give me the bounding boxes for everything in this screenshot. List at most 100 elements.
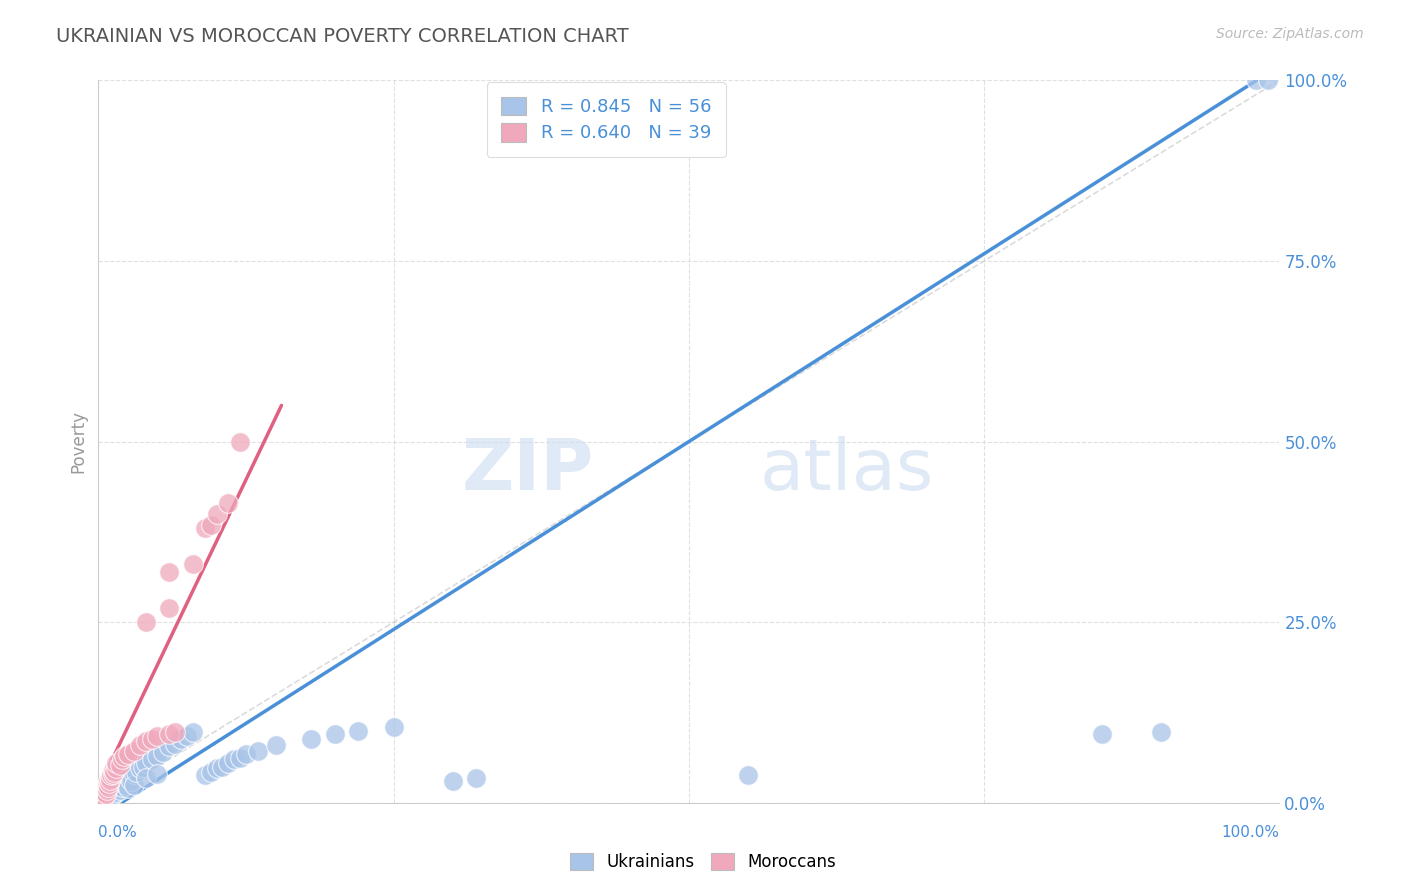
Point <box>194 521 217 535</box>
Point <box>122 767 145 781</box>
Point <box>98 772 121 787</box>
Text: 100.0%: 100.0% <box>1222 825 1279 840</box>
Point <box>98 775 121 789</box>
Point <box>146 748 169 763</box>
Point <box>108 782 131 797</box>
Point <box>229 434 252 449</box>
Point <box>91 789 114 803</box>
Point <box>157 739 180 754</box>
Text: ZIP: ZIP <box>463 436 595 505</box>
Point <box>211 760 233 774</box>
Point <box>135 771 157 785</box>
Point <box>103 787 125 801</box>
Point <box>98 785 121 799</box>
Point <box>111 780 134 794</box>
Point <box>122 778 145 792</box>
Point <box>97 780 120 794</box>
Point <box>125 765 148 780</box>
Point <box>157 565 180 579</box>
Point <box>108 758 131 772</box>
Point <box>101 767 124 781</box>
Point <box>382 720 405 734</box>
Point <box>93 790 115 805</box>
Point <box>176 729 198 743</box>
Point <box>97 774 120 789</box>
Point <box>465 771 488 785</box>
Point <box>152 745 174 759</box>
Point <box>181 558 204 572</box>
Point <box>97 790 120 805</box>
Point <box>224 752 246 766</box>
Point <box>181 725 204 739</box>
Point <box>98 771 121 785</box>
Point <box>120 768 142 782</box>
Point <box>93 792 115 806</box>
Point <box>105 781 128 796</box>
Point <box>200 765 222 780</box>
Y-axis label: Poverty: Poverty <box>69 410 87 473</box>
Point <box>146 767 169 781</box>
Point <box>93 785 115 799</box>
Text: UKRAINIAN VS MOROCCAN POVERTY CORRELATION CHART: UKRAINIAN VS MOROCCAN POVERTY CORRELATIO… <box>56 27 628 45</box>
Point <box>1150 725 1173 739</box>
Text: Source: ZipAtlas.com: Source: ZipAtlas.com <box>1216 27 1364 41</box>
Point <box>96 778 118 792</box>
Point <box>217 496 239 510</box>
Point <box>235 747 257 761</box>
Point <box>91 792 114 806</box>
Point <box>112 774 135 789</box>
Point <box>94 787 117 801</box>
Point <box>107 778 129 792</box>
Text: atlas: atlas <box>759 436 934 505</box>
Point <box>146 729 169 743</box>
Point <box>165 725 187 739</box>
Point <box>117 771 139 785</box>
Point <box>112 748 135 763</box>
Point <box>205 761 228 775</box>
Point <box>117 781 139 796</box>
Point <box>111 752 134 766</box>
Point <box>94 781 117 796</box>
Point <box>217 756 239 770</box>
Point <box>246 744 269 758</box>
Point <box>98 790 121 805</box>
Point <box>135 734 157 748</box>
Point <box>135 615 157 630</box>
Point <box>1257 73 1279 87</box>
Point <box>205 507 228 521</box>
Point <box>128 761 150 775</box>
Point <box>347 723 370 738</box>
Point <box>141 732 163 747</box>
Legend: Ukrainians, Moroccans: Ukrainians, Moroccans <box>561 845 845 880</box>
Point <box>170 732 193 747</box>
Point <box>105 756 128 770</box>
Point <box>96 789 118 803</box>
Point <box>132 760 155 774</box>
Point <box>122 744 145 758</box>
Point <box>117 747 139 761</box>
Point <box>96 782 118 797</box>
Point <box>141 752 163 766</box>
Point <box>105 761 128 775</box>
Point <box>737 768 759 782</box>
Point <box>100 768 122 782</box>
Point <box>105 785 128 799</box>
Point <box>135 756 157 770</box>
Point <box>1244 73 1267 87</box>
Point <box>157 600 180 615</box>
Point <box>111 775 134 789</box>
Point <box>121 774 143 789</box>
Point <box>299 732 322 747</box>
Point <box>101 764 124 778</box>
Point <box>1091 727 1114 741</box>
Point <box>157 727 180 741</box>
Point <box>103 765 125 780</box>
Point <box>229 751 252 765</box>
Point <box>101 782 124 797</box>
Point <box>323 727 346 741</box>
Point <box>128 738 150 752</box>
Text: 0.0%: 0.0% <box>98 825 138 840</box>
Point <box>264 738 287 752</box>
Point <box>441 774 464 789</box>
Point <box>114 778 136 792</box>
